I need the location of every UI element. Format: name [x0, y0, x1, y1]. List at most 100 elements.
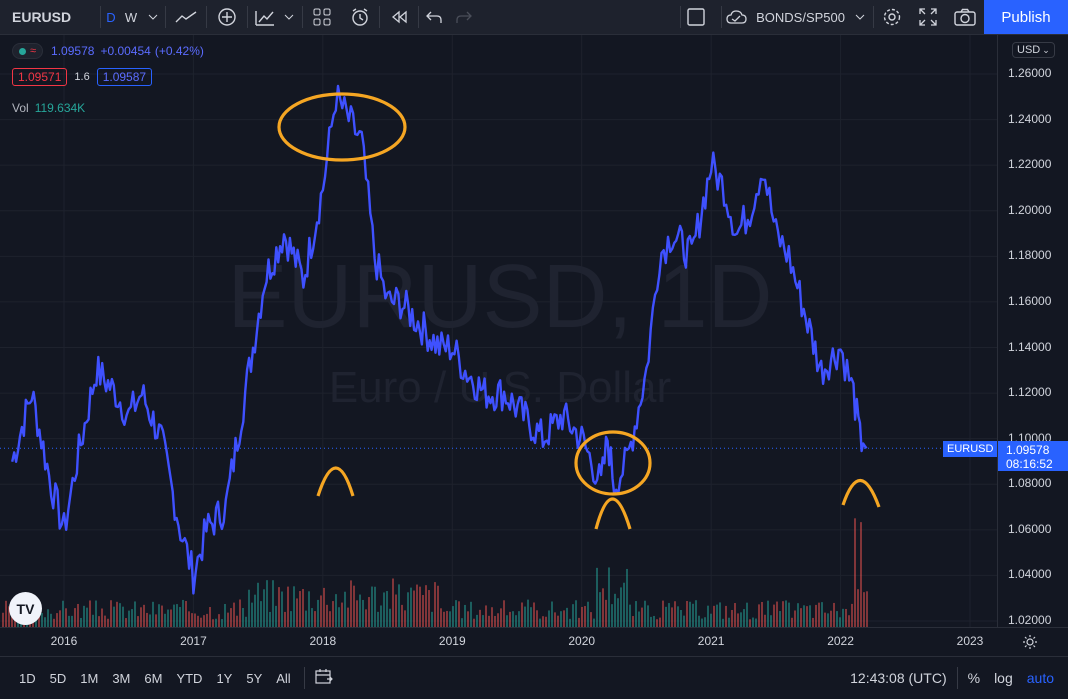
range-5d[interactable]: 5D: [49, 670, 67, 686]
volume-bar: [56, 613, 58, 627]
volume-bar: [368, 597, 370, 627]
log-scale-toggle[interactable]: log: [994, 670, 1013, 686]
add-indicator-icon[interactable]: [207, 0, 247, 34]
annotation-arc[interactable]: [841, 478, 881, 508]
volume-bar: [110, 600, 112, 627]
range-1y[interactable]: 1Y: [216, 670, 233, 686]
volume-bar: [713, 605, 715, 627]
volume-bar: [812, 617, 814, 627]
chart-pane[interactable]: EURUSD, 1D Euro / U.S. Dollar ≈ 1.09578 …: [0, 35, 998, 627]
divider: [206, 6, 207, 28]
chevron-down-icon[interactable]: [141, 0, 165, 34]
volume-bar: [182, 599, 184, 627]
chevron-down-icon[interactable]: [851, 0, 869, 34]
symbol-search[interactable]: EURUSD: [12, 9, 72, 25]
range-ytd[interactable]: YTD: [176, 670, 203, 686]
time-axis[interactable]: 2016 2017 2018 2019 2020 2021 2022 2023: [0, 627, 1068, 656]
fullscreen-icon[interactable]: [910, 0, 946, 34]
market-status[interactable]: ≈: [12, 43, 44, 59]
price-tick-label: 1.14000: [1008, 339, 1052, 354]
bid-price[interactable]: 1.09571: [12, 68, 68, 86]
volume-bar: [521, 602, 523, 627]
volume-bar: [860, 522, 862, 627]
range-1m[interactable]: 1M: [80, 670, 99, 686]
price-tick-label: 1.12000: [1008, 385, 1052, 400]
volume-bar: [584, 606, 586, 627]
range-1d[interactable]: 1D: [19, 670, 36, 686]
volume-bar: [335, 594, 337, 627]
camera-icon[interactable]: [946, 0, 984, 34]
volume-bar: [866, 591, 868, 627]
volume-bar: [311, 608, 313, 627]
range-all[interactable]: All: [276, 670, 291, 686]
volume-bar: [596, 567, 598, 627]
currency-selector[interactable]: USD ⌄: [1012, 42, 1055, 58]
volume-bar: [317, 599, 319, 627]
time-tick-label: 2017: [180, 634, 207, 648]
auto-scale-toggle[interactable]: auto: [1026, 670, 1054, 686]
volume-bar: [446, 610, 448, 627]
price-tick-label: 1.08000: [1008, 476, 1052, 491]
volume-bar: [518, 611, 520, 627]
volume-bar: [173, 604, 175, 627]
last-price-badge: 1.09578 08:16:52: [998, 441, 1068, 471]
chart-settings-icon[interactable]: [1022, 634, 1038, 653]
resolution-d[interactable]: D: [106, 9, 116, 25]
volume-bar: [794, 610, 796, 627]
volume-bar: [80, 617, 82, 627]
range-3m[interactable]: 3M: [112, 670, 131, 686]
volume-bar: [461, 618, 463, 627]
range-6m[interactable]: 6M: [144, 670, 163, 686]
undo-icon[interactable]: [419, 0, 449, 34]
chart-type-line-icon[interactable]: [166, 0, 206, 34]
resolution-w[interactable]: W: [124, 9, 138, 25]
date-range-icon[interactable]: [315, 668, 333, 688]
volume-bar: [299, 591, 301, 627]
volume-bar: [290, 611, 292, 627]
annotation-ellipse-bottom[interactable]: [574, 430, 652, 496]
publish-button[interactable]: Publish: [984, 0, 1068, 34]
time-tick-label: 2019: [438, 634, 466, 648]
volume-bar: [680, 609, 682, 627]
volume-bar: [578, 617, 580, 627]
volume-bar: [377, 611, 379, 627]
volume-bar: [818, 602, 820, 627]
compare-layout-name[interactable]: BONDS/SP500: [756, 9, 845, 25]
replay-icon[interactable]: [380, 0, 418, 34]
layout-icon[interactable]: [681, 0, 711, 34]
volume-bar: [272, 580, 274, 627]
indicators-icon[interactable]: [248, 0, 282, 34]
volume-bar: [149, 614, 151, 627]
percent-scale-toggle[interactable]: %: [967, 670, 981, 686]
volume-bar: [98, 616, 100, 627]
annotation-ellipse-top[interactable]: [277, 92, 407, 162]
annotation-arc[interactable]: [594, 497, 632, 530]
templates-icon[interactable]: [303, 0, 341, 34]
cloud-icon[interactable]: [722, 0, 750, 34]
volume-bar: [200, 617, 202, 627]
bottom-toolbar: 1D 5D 1M 3M 6M YTD 1Y 5Y All 12:43:08 (U…: [0, 656, 1068, 699]
volume-bar: [332, 601, 334, 627]
volume-bar: [590, 612, 592, 627]
chevron-down-icon[interactable]: [282, 0, 296, 34]
volume-bar: [650, 616, 652, 627]
settings-gear-icon[interactable]: [874, 0, 910, 34]
volume-bar: [455, 600, 457, 627]
range-5y[interactable]: 5Y: [246, 670, 263, 686]
utc-clock[interactable]: 12:43:08 (UTC): [850, 670, 947, 686]
divider: [303, 667, 305, 689]
volume-bar: [209, 607, 211, 627]
alert-icon[interactable]: [341, 0, 379, 34]
volume-bar: [266, 580, 268, 627]
volume-bar: [77, 603, 79, 627]
tradingview-logo[interactable]: TV: [9, 592, 42, 625]
ask-price[interactable]: 1.09587: [96, 68, 153, 86]
volume-bar: [641, 607, 643, 627]
volume-bar: [194, 613, 196, 627]
redo-icon[interactable]: [449, 0, 479, 34]
volume-bar: [608, 567, 610, 627]
volume-bar: [545, 616, 547, 627]
price-axis[interactable]: USD ⌄ 1.26000 1.24000 1.22000 1.20000 1.18000…: [998, 35, 1068, 627]
volume-bar: [362, 599, 364, 627]
annotation-arc[interactable]: [316, 466, 355, 497]
